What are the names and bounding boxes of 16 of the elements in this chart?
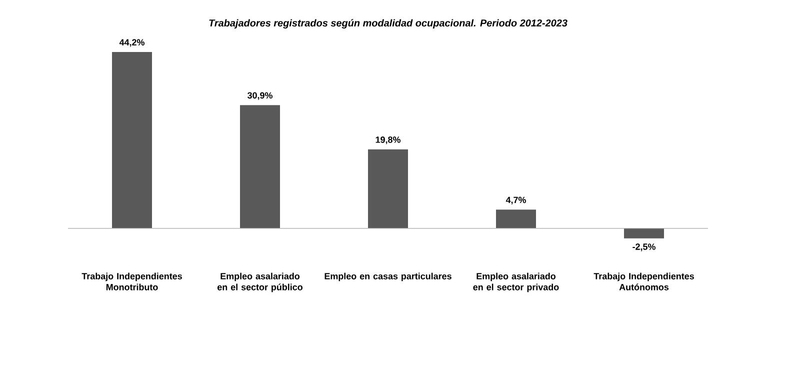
x-tick-label: Trabajo Independientes Autónomos xyxy=(594,272,694,290)
data-label: 19,8% xyxy=(376,136,400,144)
x-tick-label: Empleo en casas particulares xyxy=(324,272,452,282)
bar xyxy=(112,52,152,228)
x-tick-label: Empleo asalariado en el sector privado xyxy=(473,272,559,292)
x-tick-label: Empleo asalariado en el sector público xyxy=(217,272,302,292)
data-label: 30,9% xyxy=(247,92,272,100)
x-tick-label: Trabajo Independientes Monotributo xyxy=(82,272,182,290)
chart-title: Trabajadores registrados según modalidad ocupacional. Periodo 2012-2023 xyxy=(209,19,568,28)
data-label: 4,7% xyxy=(506,196,526,204)
bar xyxy=(368,149,408,228)
bar xyxy=(496,210,536,228)
data-label: 44,2% xyxy=(119,39,144,47)
bar xyxy=(624,228,664,238)
bar xyxy=(240,105,280,228)
data-label: -2,5% xyxy=(632,244,656,252)
